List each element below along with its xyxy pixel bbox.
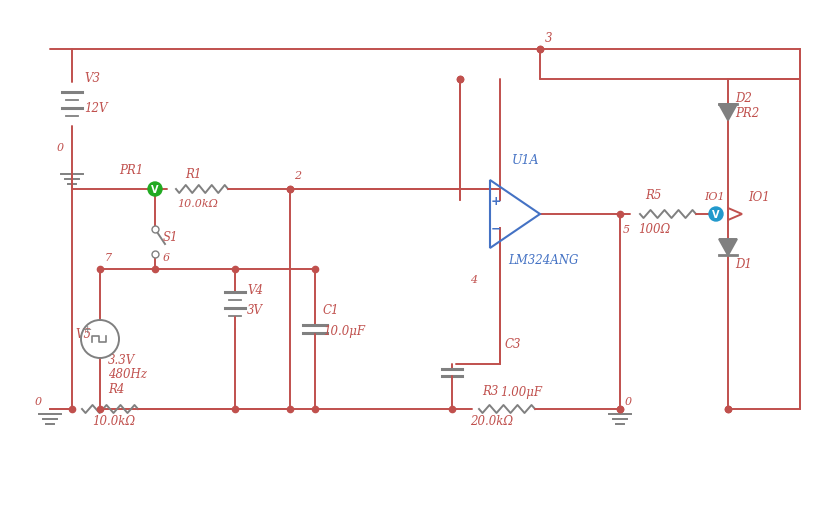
Text: R5: R5 <box>644 188 661 201</box>
Text: 3: 3 <box>544 32 552 44</box>
Text: LM324ANG: LM324ANG <box>508 253 578 266</box>
Text: 10.0μF: 10.0μF <box>323 325 365 338</box>
Text: 12V: 12V <box>84 101 108 115</box>
Text: 10.0kΩ: 10.0kΩ <box>92 415 135 428</box>
Text: 3.3V: 3.3V <box>108 353 135 366</box>
Text: PR2: PR2 <box>734 106 758 119</box>
Text: IO1: IO1 <box>747 190 769 203</box>
Circle shape <box>148 183 162 196</box>
Text: 480Hz: 480Hz <box>108 368 147 381</box>
Text: 6: 6 <box>163 252 170 263</box>
Text: −: − <box>490 222 500 235</box>
Text: V: V <box>711 210 719 219</box>
Text: 2: 2 <box>294 171 301 181</box>
Text: V4: V4 <box>246 283 263 296</box>
Text: 3V: 3V <box>246 303 263 316</box>
Text: D1: D1 <box>734 258 751 271</box>
Text: 100Ω: 100Ω <box>638 222 669 235</box>
Text: 0: 0 <box>35 396 42 406</box>
Text: U1A: U1A <box>511 153 539 166</box>
Text: V3: V3 <box>84 71 100 84</box>
Text: C3: C3 <box>504 338 521 351</box>
Text: C1: C1 <box>323 303 339 316</box>
Circle shape <box>708 208 722 221</box>
Text: 4: 4 <box>470 274 476 285</box>
Text: R4: R4 <box>108 383 124 395</box>
Polygon shape <box>718 105 736 121</box>
Text: 10.0kΩ: 10.0kΩ <box>177 199 218 209</box>
Text: 0: 0 <box>57 143 64 153</box>
Text: R3: R3 <box>481 385 498 398</box>
Text: 1.00μF: 1.00μF <box>500 386 542 399</box>
Text: R1: R1 <box>184 167 201 180</box>
Text: 5: 5 <box>622 224 629 235</box>
Polygon shape <box>718 240 736 256</box>
Text: PR1: PR1 <box>118 163 143 176</box>
Text: +: + <box>82 324 92 334</box>
Text: 7: 7 <box>105 252 112 263</box>
Text: 20.0kΩ: 20.0kΩ <box>470 415 513 428</box>
Text: D2: D2 <box>734 91 751 104</box>
Text: IO1: IO1 <box>703 191 724 202</box>
Text: +: + <box>490 194 500 207</box>
Text: V5: V5 <box>75 328 91 341</box>
Text: V: V <box>151 185 159 194</box>
Text: S1: S1 <box>163 231 179 243</box>
Text: 0: 0 <box>624 396 631 406</box>
